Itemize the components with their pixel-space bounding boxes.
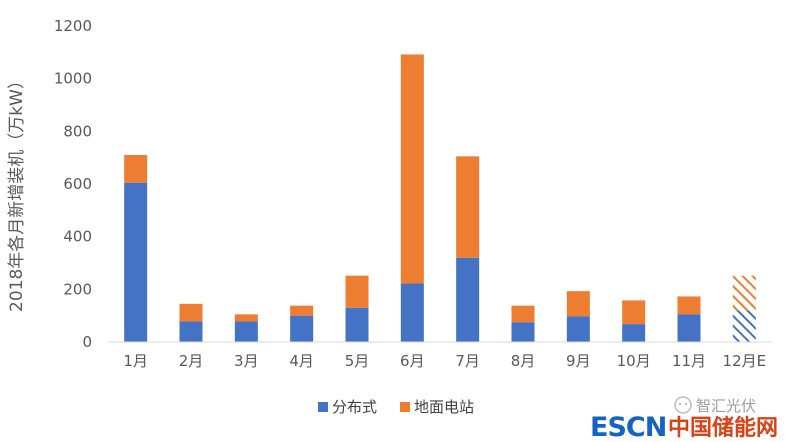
- bar-distributed-2: [179, 321, 203, 342]
- bar-ground-station-2: [179, 303, 203, 322]
- wechat-icon-eye-right: [684, 402, 688, 406]
- bar-ground-station-12: [732, 275, 756, 311]
- x-tick-label: 7月: [455, 352, 480, 370]
- watermark-logo-escn: ESCN: [590, 412, 666, 442]
- y-axis-label: 2018年各月新增装机（万kW）: [7, 72, 27, 312]
- x-tick-label: 11月: [672, 352, 706, 370]
- y-tick-label: 1200: [54, 17, 92, 35]
- y-tick-label: 400: [63, 228, 92, 246]
- y-tick-label: 600: [63, 175, 92, 193]
- x-tick-label: 6月: [400, 352, 425, 370]
- bar-ground-station-10: [622, 300, 646, 325]
- y-tick-label: 0: [82, 333, 92, 351]
- y-axis: 0 200 400 600 800 1000 1200: [54, 17, 92, 351]
- x-tick-label: 9月: [566, 352, 591, 370]
- bar-ground-station-5: [345, 275, 369, 308]
- bar-ground-station-6: [400, 54, 424, 284]
- bar-distributed-4: [290, 315, 314, 342]
- y-tick-label: 200: [63, 280, 92, 298]
- legend-swatch-ground-station: [400, 402, 410, 412]
- watermark-site-name: 中国储能网: [668, 415, 778, 441]
- x-tick-label: 4月: [289, 352, 314, 370]
- y-tick-label: 800: [63, 122, 92, 140]
- legend-label-ground-station: 地面电站: [414, 398, 474, 416]
- x-tick-label: 3月: [234, 352, 259, 370]
- bar-distributed-12: [732, 310, 756, 342]
- legend: 分布式 地面电站: [318, 398, 474, 416]
- bar-distributed-6: [400, 283, 424, 342]
- bar-distributed-8: [511, 322, 535, 342]
- y-tick-label: 1000: [54, 70, 92, 88]
- bar-ground-station-7: [456, 156, 480, 258]
- bar-distributed-5: [345, 307, 369, 342]
- x-tick-label: 5月: [345, 352, 370, 370]
- bar-distributed-10: [622, 324, 646, 342]
- x-axis: 1月 2月 3月 4月 5月 6月 7月 8月 9月 10月 11月 12月E: [123, 352, 766, 370]
- bar-distributed-11: [677, 314, 701, 342]
- wechat-icon-eye-left: [678, 402, 682, 406]
- bar-distributed-9: [566, 316, 590, 342]
- bars: [124, 54, 756, 342]
- bar-ground-station-11: [677, 296, 701, 315]
- x-tick-label: 8月: [511, 352, 536, 370]
- bar-ground-station-9: [566, 291, 590, 317]
- watermark: 智汇光伏 ESCN 中国储能网: [590, 396, 778, 442]
- bar-ground-station-8: [511, 305, 535, 323]
- bar-ground-station-4: [290, 305, 314, 316]
- bar-distributed-7: [456, 257, 480, 342]
- legend-swatch-distributed: [318, 402, 328, 412]
- bar-ground-station-3: [234, 314, 258, 322]
- watermark-wechat-text: 智汇光伏: [696, 397, 756, 415]
- x-tick-label: 12月E: [723, 352, 767, 370]
- bar-distributed-1: [124, 182, 148, 342]
- bar-distributed-3: [234, 321, 258, 342]
- bar-ground-station-1: [124, 155, 148, 183]
- legend-label-distributed: 分布式: [332, 398, 377, 416]
- x-tick-label: 1月: [123, 352, 148, 370]
- x-tick-label: 10月: [617, 352, 651, 370]
- x-tick-label: 2月: [179, 352, 204, 370]
- wechat-icon: [674, 396, 692, 414]
